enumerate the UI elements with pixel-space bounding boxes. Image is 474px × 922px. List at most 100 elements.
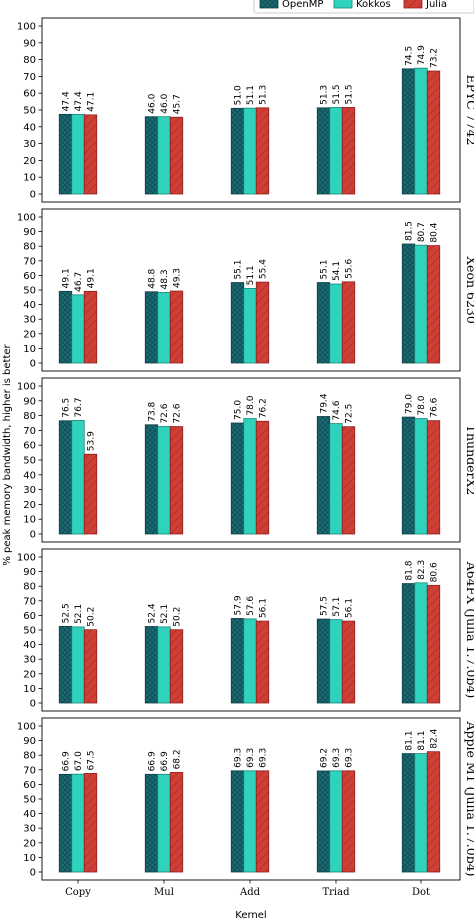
- bar-hatch: [317, 107, 330, 194]
- data-label: 80.7: [417, 222, 427, 242]
- bar-hatch: [231, 618, 244, 703]
- data-label: 67.0: [74, 751, 84, 771]
- bar-hatch: [342, 426, 355, 534]
- data-label: 80.6: [430, 562, 440, 582]
- data-label: 51.3: [259, 85, 269, 105]
- data-label: 76.2: [259, 398, 269, 418]
- data-label: 55.1: [234, 260, 244, 280]
- data-label: 51.1: [246, 265, 256, 285]
- bar-hatch: [231, 423, 244, 534]
- data-label: 73.2: [430, 48, 440, 68]
- bar-kokkos-mul: [157, 626, 171, 704]
- data-label: 51.1: [246, 85, 256, 105]
- bar-hatch: [84, 454, 97, 534]
- data-label: 78.0: [417, 395, 427, 415]
- bar-hatch: [231, 282, 244, 363]
- y-tick-label: 10: [23, 173, 36, 184]
- bar-hatch: [342, 770, 355, 872]
- data-label: 47.1: [87, 92, 97, 112]
- y-tick-label: 40: [23, 470, 36, 481]
- bar-kokkos-triad: [329, 423, 343, 535]
- y-tick-label: 60: [23, 780, 36, 791]
- y-tick-label: 20: [23, 500, 36, 511]
- bar-hatch: [402, 417, 415, 534]
- y-tick-label: 0: [30, 868, 36, 879]
- y-tick-label: 70: [23, 765, 36, 776]
- legend-swatch-kokkos: [333, 0, 353, 9]
- bar-hatch: [59, 626, 72, 703]
- bar-kokkos-dot: [414, 418, 428, 535]
- data-label: 51.5: [345, 84, 355, 104]
- data-label: 76.7: [74, 397, 84, 417]
- y-tick-label: 80: [23, 242, 36, 253]
- y-tick-label: 90: [23, 736, 36, 747]
- bar-kokkos-dot: [414, 244, 428, 364]
- bar-hatch: [256, 770, 269, 872]
- data-label: 51.3: [320, 85, 330, 105]
- data-label: 69.3: [234, 748, 244, 768]
- bar-hatch: [170, 117, 183, 194]
- data-label: 52.4: [148, 603, 158, 623]
- data-label: 76.6: [430, 397, 440, 417]
- data-label: 69.3: [345, 748, 355, 768]
- data-label: 54.1: [332, 261, 342, 281]
- y-tick-label: 40: [23, 640, 36, 651]
- bar-hatch: [145, 774, 158, 872]
- y-tick-label: 90: [23, 38, 36, 49]
- data-label: 66.9: [160, 751, 170, 771]
- data-label: 57.6: [246, 596, 256, 616]
- data-label: 52.5: [62, 603, 72, 623]
- y-tick-label: 70: [23, 426, 36, 437]
- data-label: 46.0: [148, 93, 158, 113]
- y-tick-label: 20: [23, 329, 36, 340]
- y-tick-label: 30: [23, 655, 36, 666]
- y-tick-label: 40: [23, 122, 36, 133]
- y-tick-label: 50: [23, 626, 36, 637]
- data-label: 74.6: [332, 400, 342, 420]
- data-label: 67.5: [87, 750, 97, 770]
- bar-hatch: [402, 753, 415, 872]
- bar-hatch: [317, 282, 330, 363]
- data-label: 52.1: [74, 604, 84, 624]
- data-label: 69.3: [259, 748, 269, 768]
- y-tick-label: 100: [17, 382, 36, 393]
- data-label: 57.1: [332, 597, 342, 617]
- data-label: 80.4: [430, 222, 440, 242]
- y-tick-label: 50: [23, 456, 36, 467]
- data-label: 57.5: [320, 596, 330, 616]
- y-tick-label: 100: [17, 722, 36, 733]
- bar-hatch: [145, 291, 158, 363]
- y-tick-label: 70: [23, 256, 36, 267]
- panel-title: EPYC 7742: [464, 75, 474, 146]
- bar-hatch: [402, 583, 415, 703]
- bar-hatch: [170, 426, 183, 534]
- data-label: 47.4: [74, 91, 84, 111]
- data-label: 49.3: [173, 268, 183, 288]
- y-tick-label: 100: [17, 553, 36, 564]
- bar-hatch: [145, 626, 158, 703]
- bar-kokkos-copy: [71, 626, 85, 704]
- bar-hatch: [84, 114, 97, 194]
- data-label: 53.9: [87, 431, 97, 451]
- y-tick-label: 90: [23, 396, 36, 407]
- data-label: 49.1: [87, 268, 97, 288]
- y-tick-label: 50: [23, 795, 36, 806]
- panel-title: A64FX (Julia 1.7.0b4): [464, 561, 474, 698]
- bar-hatch: [170, 772, 183, 872]
- bar-hatch: [342, 621, 355, 703]
- y-tick-label: 70: [23, 72, 36, 83]
- bar-hatch: [256, 421, 269, 534]
- data-label: 46.0: [160, 93, 170, 113]
- bar-kokkos-add: [243, 107, 257, 195]
- bar-hatch: [84, 291, 97, 363]
- bar-hatch: [59, 420, 72, 534]
- bar-kokkos-add: [243, 418, 257, 535]
- bar-hatch: [427, 585, 440, 703]
- y-tick-label: 20: [23, 156, 36, 167]
- panel-epyc-7742: 0 10 20 30 40 50 60 70 80 90 100 47.4 46.0 51.0 51.3 74…: [17, 17, 474, 203]
- legend-label-kokkos: Kokkos: [356, 0, 391, 10]
- bar-kokkos-mul: [157, 292, 171, 364]
- panel-xeon-6230: 0 10 20 30 40 50 60 70 80 90 100 49.1 48.8 55.1 55.1 81…: [17, 208, 474, 372]
- data-label: 69.3: [332, 748, 342, 768]
